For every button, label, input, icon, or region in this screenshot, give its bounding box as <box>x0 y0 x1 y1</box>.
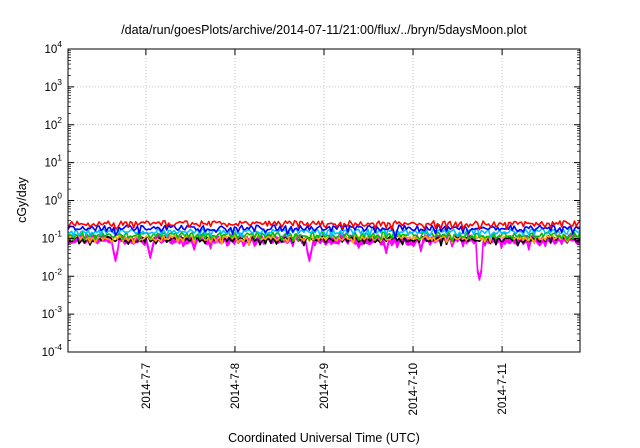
x-tick-label: 2014-7-11 <box>497 363 509 415</box>
y-tick-label: 10-4 <box>42 342 63 359</box>
y-axis: 104 103 102 101 100 10-1 10-2 10-3 10-4 <box>42 39 580 359</box>
y-tick-label: 10-3 <box>42 304 63 321</box>
y-tick-label: 10-1 <box>42 228 63 245</box>
x-axis: 2014-7-7 2014-7-8 2014-7-9 2014-7-10 2014-7-… <box>141 49 509 415</box>
x-tick-label: 2014-7-9 <box>319 363 331 409</box>
grid <box>68 48 580 353</box>
y-tick-label: 101 <box>44 153 62 170</box>
x-axis-label: Coordinated Universal Time (UTC) <box>228 431 420 445</box>
series-line <box>67 231 581 243</box>
y-tick-label: 103 <box>44 77 62 94</box>
y-tick-label: 100 <box>44 191 62 208</box>
x-tick-label: 2014-7-10 <box>408 363 420 415</box>
x-tick-label: 2014-7-7 <box>141 363 153 409</box>
y-tick-label: 102 <box>44 115 62 132</box>
series-line <box>67 224 581 240</box>
chart-title: /data/run/goesPlots/archive/2014-07-11/2… <box>121 23 527 37</box>
y-tick-label: 104 <box>44 39 62 56</box>
y-tick-label: 10-2 <box>42 266 63 283</box>
y-axis-label: cGy/day <box>15 176 29 223</box>
series-line <box>67 220 581 232</box>
series-group <box>67 220 581 281</box>
series-line <box>67 228 581 239</box>
x-tick-label: 2014-7-8 <box>230 363 242 409</box>
